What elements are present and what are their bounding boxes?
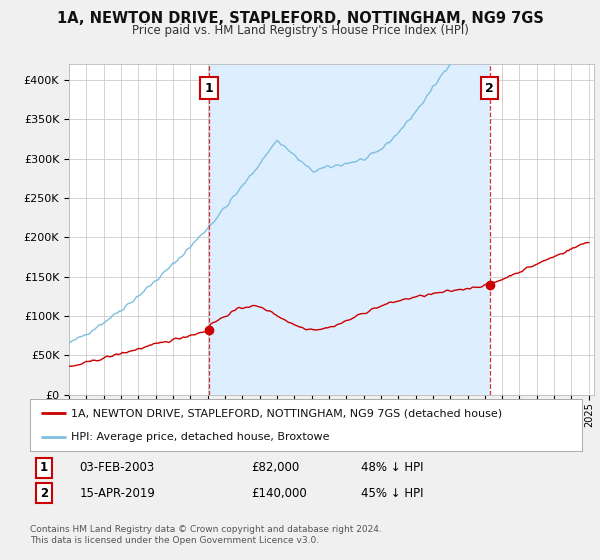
Text: 2: 2	[40, 487, 48, 500]
Text: 2: 2	[485, 82, 494, 95]
Bar	[209, 64, 490, 395]
Text: 1A, NEWTON DRIVE, STAPLEFORD, NOTTINGHAM, NG9 7GS (detached house): 1A, NEWTON DRIVE, STAPLEFORD, NOTTINGHAM…	[71, 408, 503, 418]
Text: Price paid vs. HM Land Registry's House Price Index (HPI): Price paid vs. HM Land Registry's House …	[131, 24, 469, 37]
Text: 1: 1	[205, 82, 214, 95]
Text: 1A, NEWTON DRIVE, STAPLEFORD, NOTTINGHAM, NG9 7GS: 1A, NEWTON DRIVE, STAPLEFORD, NOTTINGHAM…	[56, 11, 544, 26]
Text: £82,000: £82,000	[251, 461, 299, 474]
Text: Contains HM Land Registry data © Crown copyright and database right 2024.
This d: Contains HM Land Registry data © Crown c…	[30, 525, 382, 545]
Text: 48% ↓ HPI: 48% ↓ HPI	[361, 461, 424, 474]
Text: 03-FEB-2003: 03-FEB-2003	[80, 461, 155, 474]
Text: £140,000: £140,000	[251, 487, 307, 500]
Text: HPI: Average price, detached house, Broxtowe: HPI: Average price, detached house, Brox…	[71, 432, 330, 442]
Text: 15-APR-2019: 15-APR-2019	[80, 487, 155, 500]
Text: 45% ↓ HPI: 45% ↓ HPI	[361, 487, 424, 500]
Text: 1: 1	[40, 461, 48, 474]
